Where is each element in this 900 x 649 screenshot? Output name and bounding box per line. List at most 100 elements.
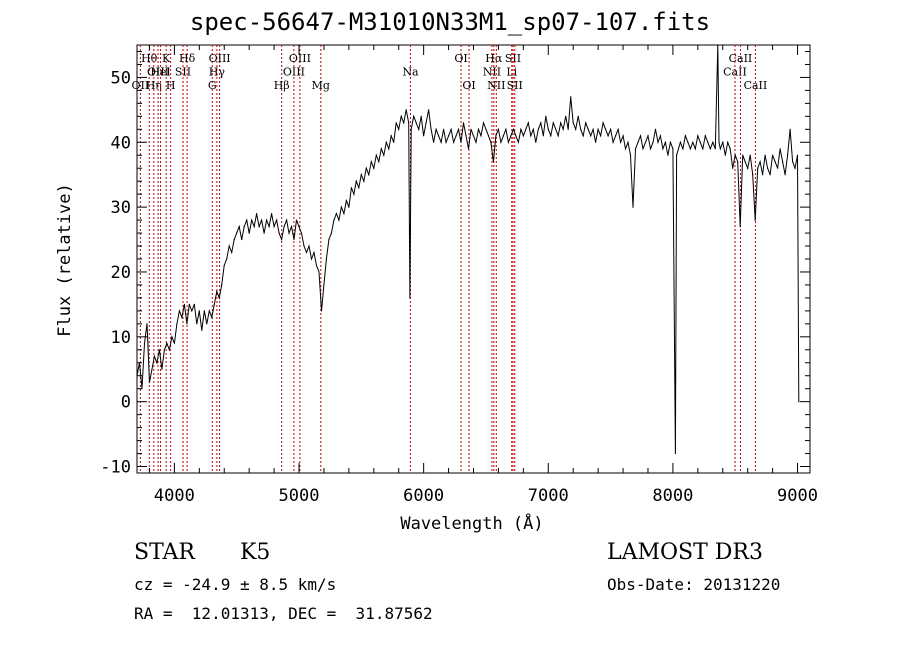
spectrum-point bbox=[602, 122, 604, 124]
spectrum-point bbox=[261, 219, 263, 221]
x-tick-label: 8000 bbox=[652, 486, 693, 506]
survey-name: LAMOST DR3 bbox=[607, 540, 763, 565]
spectrum-point bbox=[166, 342, 168, 344]
spectrum-point bbox=[570, 96, 572, 98]
spectrum-point bbox=[530, 135, 532, 137]
spectrum-point bbox=[632, 206, 634, 208]
spectrum-point bbox=[423, 135, 425, 137]
spectrum-line bbox=[136, 44, 800, 454]
spectrum-point bbox=[271, 213, 273, 215]
spectrum-point bbox=[659, 135, 662, 137]
spectrum-point bbox=[704, 135, 706, 137]
spectrum-point bbox=[241, 238, 243, 241]
spectrum-point bbox=[146, 323, 148, 325]
spectrum-point bbox=[370, 161, 372, 163]
spectrum-point bbox=[196, 323, 198, 325]
spectrum-point bbox=[457, 128, 460, 130]
x-tick-label: 4000 bbox=[154, 486, 195, 506]
spectrum-point bbox=[565, 115, 567, 117]
spectrum-point bbox=[729, 148, 731, 150]
spectrum-point bbox=[779, 148, 781, 150]
spectrum-point bbox=[333, 219, 335, 221]
spectrum-point bbox=[445, 141, 447, 143]
spectrum-point bbox=[624, 148, 627, 150]
spectral-line-label: H bbox=[166, 79, 176, 92]
spectrum-point bbox=[572, 122, 574, 124]
spectrum-point bbox=[363, 180, 365, 182]
spectrum-point bbox=[290, 226, 293, 228]
y-tick-label: 30 bbox=[111, 198, 131, 218]
spectrum-point bbox=[405, 109, 407, 111]
spectrum-point bbox=[662, 148, 664, 150]
spectral-line-label: SII bbox=[175, 66, 191, 79]
spectrum-point bbox=[502, 135, 504, 137]
spectrum-point bbox=[343, 213, 345, 215]
spectrum-point bbox=[253, 226, 255, 228]
spectrum-point bbox=[213, 303, 215, 305]
spectrum-point bbox=[562, 128, 564, 130]
spectrum-point bbox=[355, 180, 357, 182]
spectrum-point bbox=[560, 122, 562, 124]
spectrum-point bbox=[644, 141, 647, 143]
spectrum-point bbox=[183, 303, 185, 305]
spectrum-point bbox=[173, 342, 175, 344]
spectrum-point bbox=[398, 128, 400, 130]
spectrum-point bbox=[338, 219, 340, 221]
spectrum-point bbox=[320, 310, 323, 312]
spectrum-point bbox=[652, 141, 654, 143]
spectrum-point bbox=[500, 141, 502, 143]
spectrum-point bbox=[340, 206, 342, 208]
spectral-line-label: OI bbox=[462, 79, 475, 92]
spectrum-point bbox=[580, 128, 582, 130]
spectrum-point bbox=[328, 238, 330, 241]
spectrum-point bbox=[714, 148, 716, 150]
spectrum-point bbox=[669, 141, 672, 143]
spectrum-point bbox=[288, 232, 290, 234]
spectrum-point bbox=[627, 141, 629, 143]
spectrum-point bbox=[143, 342, 146, 344]
spectrum-point bbox=[617, 128, 619, 130]
spectrum-point bbox=[542, 135, 544, 137]
spectrum-point bbox=[600, 135, 602, 137]
spectrum-point bbox=[540, 122, 542, 124]
spectrum-point bbox=[201, 329, 203, 331]
spectrum-point bbox=[647, 135, 649, 137]
y-tick-label: 0 bbox=[121, 393, 131, 413]
x-tick-label: 9000 bbox=[777, 486, 818, 506]
spectrum-point bbox=[649, 148, 652, 150]
spectrum-point bbox=[537, 128, 539, 130]
spectrum-point bbox=[273, 226, 275, 228]
spectrum-point bbox=[410, 128, 412, 130]
spectral-line-label: Mg bbox=[312, 79, 330, 92]
spectrum-point bbox=[248, 232, 250, 234]
spectrum-point bbox=[393, 141, 395, 143]
spectrum-point bbox=[198, 310, 200, 312]
spectrum-point bbox=[305, 251, 308, 254]
spectral-line-label: CaII bbox=[744, 79, 768, 92]
spectrum-point bbox=[318, 271, 320, 273]
spectrum-point bbox=[777, 167, 779, 169]
spectrum-point bbox=[764, 154, 766, 156]
spectrum-point bbox=[757, 167, 759, 169]
spectrum-point bbox=[448, 135, 450, 137]
spectrum-point bbox=[477, 128, 480, 130]
spectrum-point bbox=[440, 141, 442, 143]
spectrum-point bbox=[798, 401, 800, 403]
spectrum-point bbox=[497, 128, 499, 130]
spectral-line-label: OIII bbox=[209, 52, 231, 65]
spectrum-point bbox=[233, 238, 235, 241]
spectrum-point bbox=[462, 122, 465, 124]
spectral-line-label: Hη bbox=[146, 79, 162, 92]
spectrum-point bbox=[408, 122, 410, 124]
spectrum-point bbox=[796, 154, 799, 156]
spectrum-point bbox=[310, 258, 313, 260]
spectrum-point bbox=[325, 258, 327, 260]
spectrum-point bbox=[485, 128, 487, 130]
spectral-line-label: Hδ bbox=[179, 52, 196, 65]
spectrum-point bbox=[490, 141, 492, 143]
spectrum-point bbox=[749, 154, 751, 156]
spectrum-point bbox=[236, 232, 238, 234]
spectrum-point bbox=[634, 148, 637, 150]
spectrum-point bbox=[390, 135, 392, 137]
spectrum-point bbox=[545, 115, 547, 117]
